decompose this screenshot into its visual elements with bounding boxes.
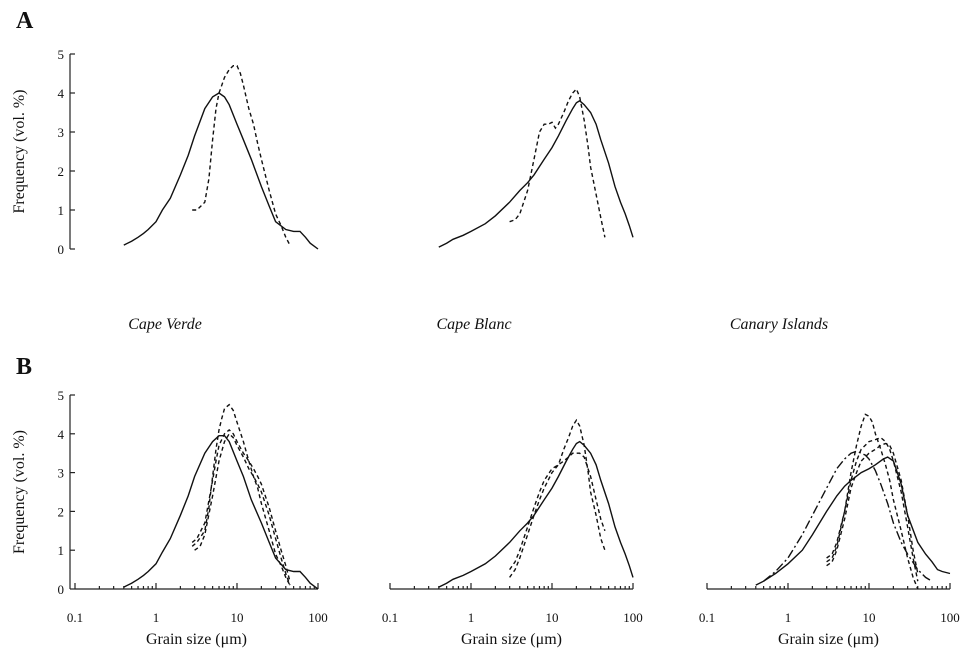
x-tick-label: 10	[863, 610, 876, 625]
x-tick-label: 0.1	[382, 610, 398, 625]
x-axis-label: Grain size (μm)	[461, 631, 562, 648]
y-axis-label: Frequency (vol. %)	[11, 430, 28, 554]
plot-area: 0 1 2 3 4 5 Frequency (vol. %) 0 1 2 3 4 5 Frequency …	[11, 47, 960, 648]
series-line-longdash	[763, 450, 933, 582]
y-tick-label: 5	[58, 47, 65, 62]
subplot-a-cape-blanc	[438, 87, 634, 248]
y-tick-label: 4	[58, 427, 65, 442]
series-line-solid	[123, 435, 319, 590]
y-tick-label: 3	[58, 466, 65, 481]
series-line-dashed	[191, 428, 291, 582]
series-line-dashed	[509, 87, 606, 238]
series-line-solid	[123, 92, 319, 250]
series-line-solid	[755, 456, 951, 586]
y-tick-label: 5	[58, 388, 65, 403]
y-tick-label: 1	[58, 543, 65, 558]
subplot-b-cape-verde: 0 1 2 3 4 5 Frequency (vol. %) 0.1 1 10 100 Grain s…	[11, 388, 328, 648]
region-label-canary-islands: Canary Islands	[730, 316, 828, 333]
y-tick-label: 2	[58, 164, 65, 179]
panel-label-a: A	[16, 8, 34, 34]
y-tick-label: 1	[58, 203, 65, 218]
x-axis-label: Grain size (μm)	[778, 631, 879, 648]
y-axis-label: Frequency (vol. %)	[11, 90, 28, 214]
y-tick-label: 4	[58, 86, 65, 101]
subplot-b-canary-islands: 0.1 1 10 100 Grain size (μm)	[699, 413, 960, 648]
series-line-dashed	[509, 418, 606, 578]
y-tick-label: 2	[58, 504, 65, 519]
series-line-dashed	[509, 452, 606, 571]
x-tick-label: 0.1	[699, 610, 715, 625]
region-label-cape-blanc: Cape Blanc	[436, 316, 511, 333]
series-line-dashed	[826, 436, 919, 582]
x-tick-label: 1	[468, 610, 475, 625]
subplot-b-cape-blanc: 0.1 1 10 100 Grain size (μm)	[382, 418, 643, 648]
series-line-dashed	[194, 432, 291, 586]
series-line-dashed	[191, 403, 291, 586]
subplot-a-cape-verde: 0 1 2 3 4 5 Frequency (vol. %)	[11, 47, 319, 257]
x-tick-label: 100	[308, 610, 328, 625]
panel-label-b: B	[16, 354, 32, 380]
y-tick-label: 3	[58, 125, 65, 140]
x-tick-label: 1	[153, 610, 160, 625]
region-label-cape-verde: Cape Verde	[128, 316, 202, 333]
x-tick-label: 10	[546, 610, 559, 625]
x-tick-label: 0.1	[67, 610, 83, 625]
x-axis-label: Grain size (μm)	[146, 631, 247, 648]
y-tick-label: 0	[58, 242, 65, 257]
series-line-dashed	[826, 442, 919, 574]
x-tick-label: 10	[231, 610, 244, 625]
y-tick-label: 0	[58, 582, 65, 597]
series-line-solid	[438, 99, 634, 248]
series-line-solid	[438, 440, 634, 588]
x-tick-label: 100	[940, 610, 960, 625]
x-tick-label: 100	[623, 610, 643, 625]
x-tick-label: 1	[785, 610, 792, 625]
series-line-dashed	[192, 64, 291, 246]
